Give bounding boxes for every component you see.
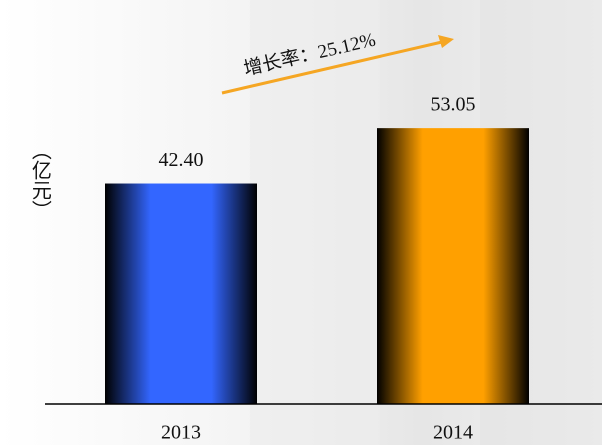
value-label: 53.05 <box>431 94 476 116</box>
y-axis-label: （亿元） <box>28 140 51 220</box>
bar <box>377 128 529 404</box>
bar <box>105 183 257 404</box>
background-building <box>250 0 380 445</box>
value-label: 42.40 <box>159 149 204 171</box>
x-tick-label: 2014 <box>433 422 473 444</box>
x-tick-label: 2013 <box>161 422 201 444</box>
annotation-arrowhead <box>438 35 454 48</box>
annotation-arrow <box>221 40 443 95</box>
